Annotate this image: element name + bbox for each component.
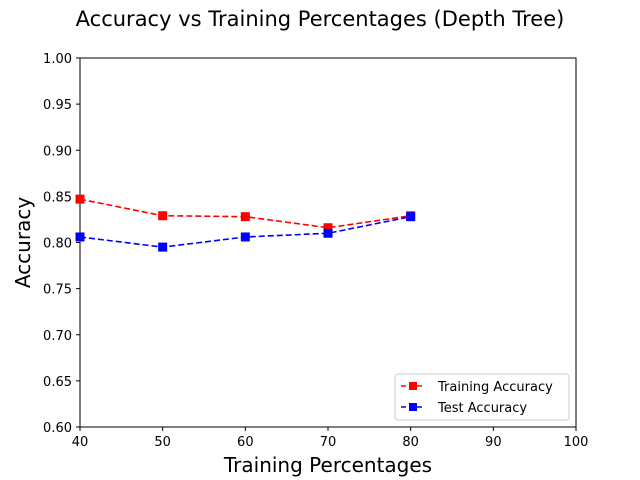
legend-marker-test: [409, 403, 417, 411]
x-axis: 40 50 60 70 80 90 100: [72, 427, 589, 450]
data-point: [323, 223, 333, 233]
y-axis: 0.60 0.65 0.70 0.75 0.80 0.85 0.90 0.95 1.00: [43, 52, 80, 436]
data-point: [240, 232, 250, 242]
legend-box: [394, 373, 570, 421]
y-tick-label: 0.75: [43, 283, 72, 298]
data-point: [75, 232, 85, 242]
chart-title: Accuracy vs Training Percentages (Depth …: [76, 7, 565, 31]
x-tick-label: 50: [154, 435, 171, 450]
x-axis-label: Training Percentages: [223, 453, 432, 477]
data-point: [75, 194, 85, 204]
legend-label-test: Test Accuracy: [437, 401, 527, 416]
x-tick-label: 60: [237, 435, 254, 450]
y-tick-label: 0.90: [43, 144, 72, 159]
data-point: [406, 212, 416, 222]
y-tick-label: 0.65: [43, 375, 72, 390]
x-tick-label: 40: [72, 435, 89, 450]
series-training: [75, 194, 416, 233]
x-tick-label: 100: [564, 435, 589, 450]
plot-frame: [79, 57, 577, 428]
series-line: [79, 215, 411, 248]
data-point: [158, 211, 168, 221]
legend: Training Accuracy Test Accuracy: [394, 373, 570, 421]
y-tick-label: 0.60: [43, 421, 72, 436]
x-tick-label: 90: [485, 435, 502, 450]
data-point: [323, 228, 333, 238]
x-tick-label: 80: [402, 435, 419, 450]
y-tick-label: 0.95: [43, 98, 72, 113]
y-tick-label: 0.70: [43, 329, 72, 344]
data-point: [158, 242, 168, 252]
y-tick-label: 0.80: [43, 237, 72, 252]
x-tick-label: 70: [320, 435, 337, 450]
data-point: [240, 212, 250, 222]
y-tick-label: 0.85: [43, 190, 72, 205]
y-tick-label: 1.00: [43, 52, 72, 67]
series-test: [75, 212, 416, 252]
series-layer: [75, 194, 416, 252]
legend-label-training: Training Accuracy: [437, 380, 553, 395]
legend-marker-training: [409, 382, 417, 390]
y-axis-label: Accuracy: [11, 197, 35, 288]
